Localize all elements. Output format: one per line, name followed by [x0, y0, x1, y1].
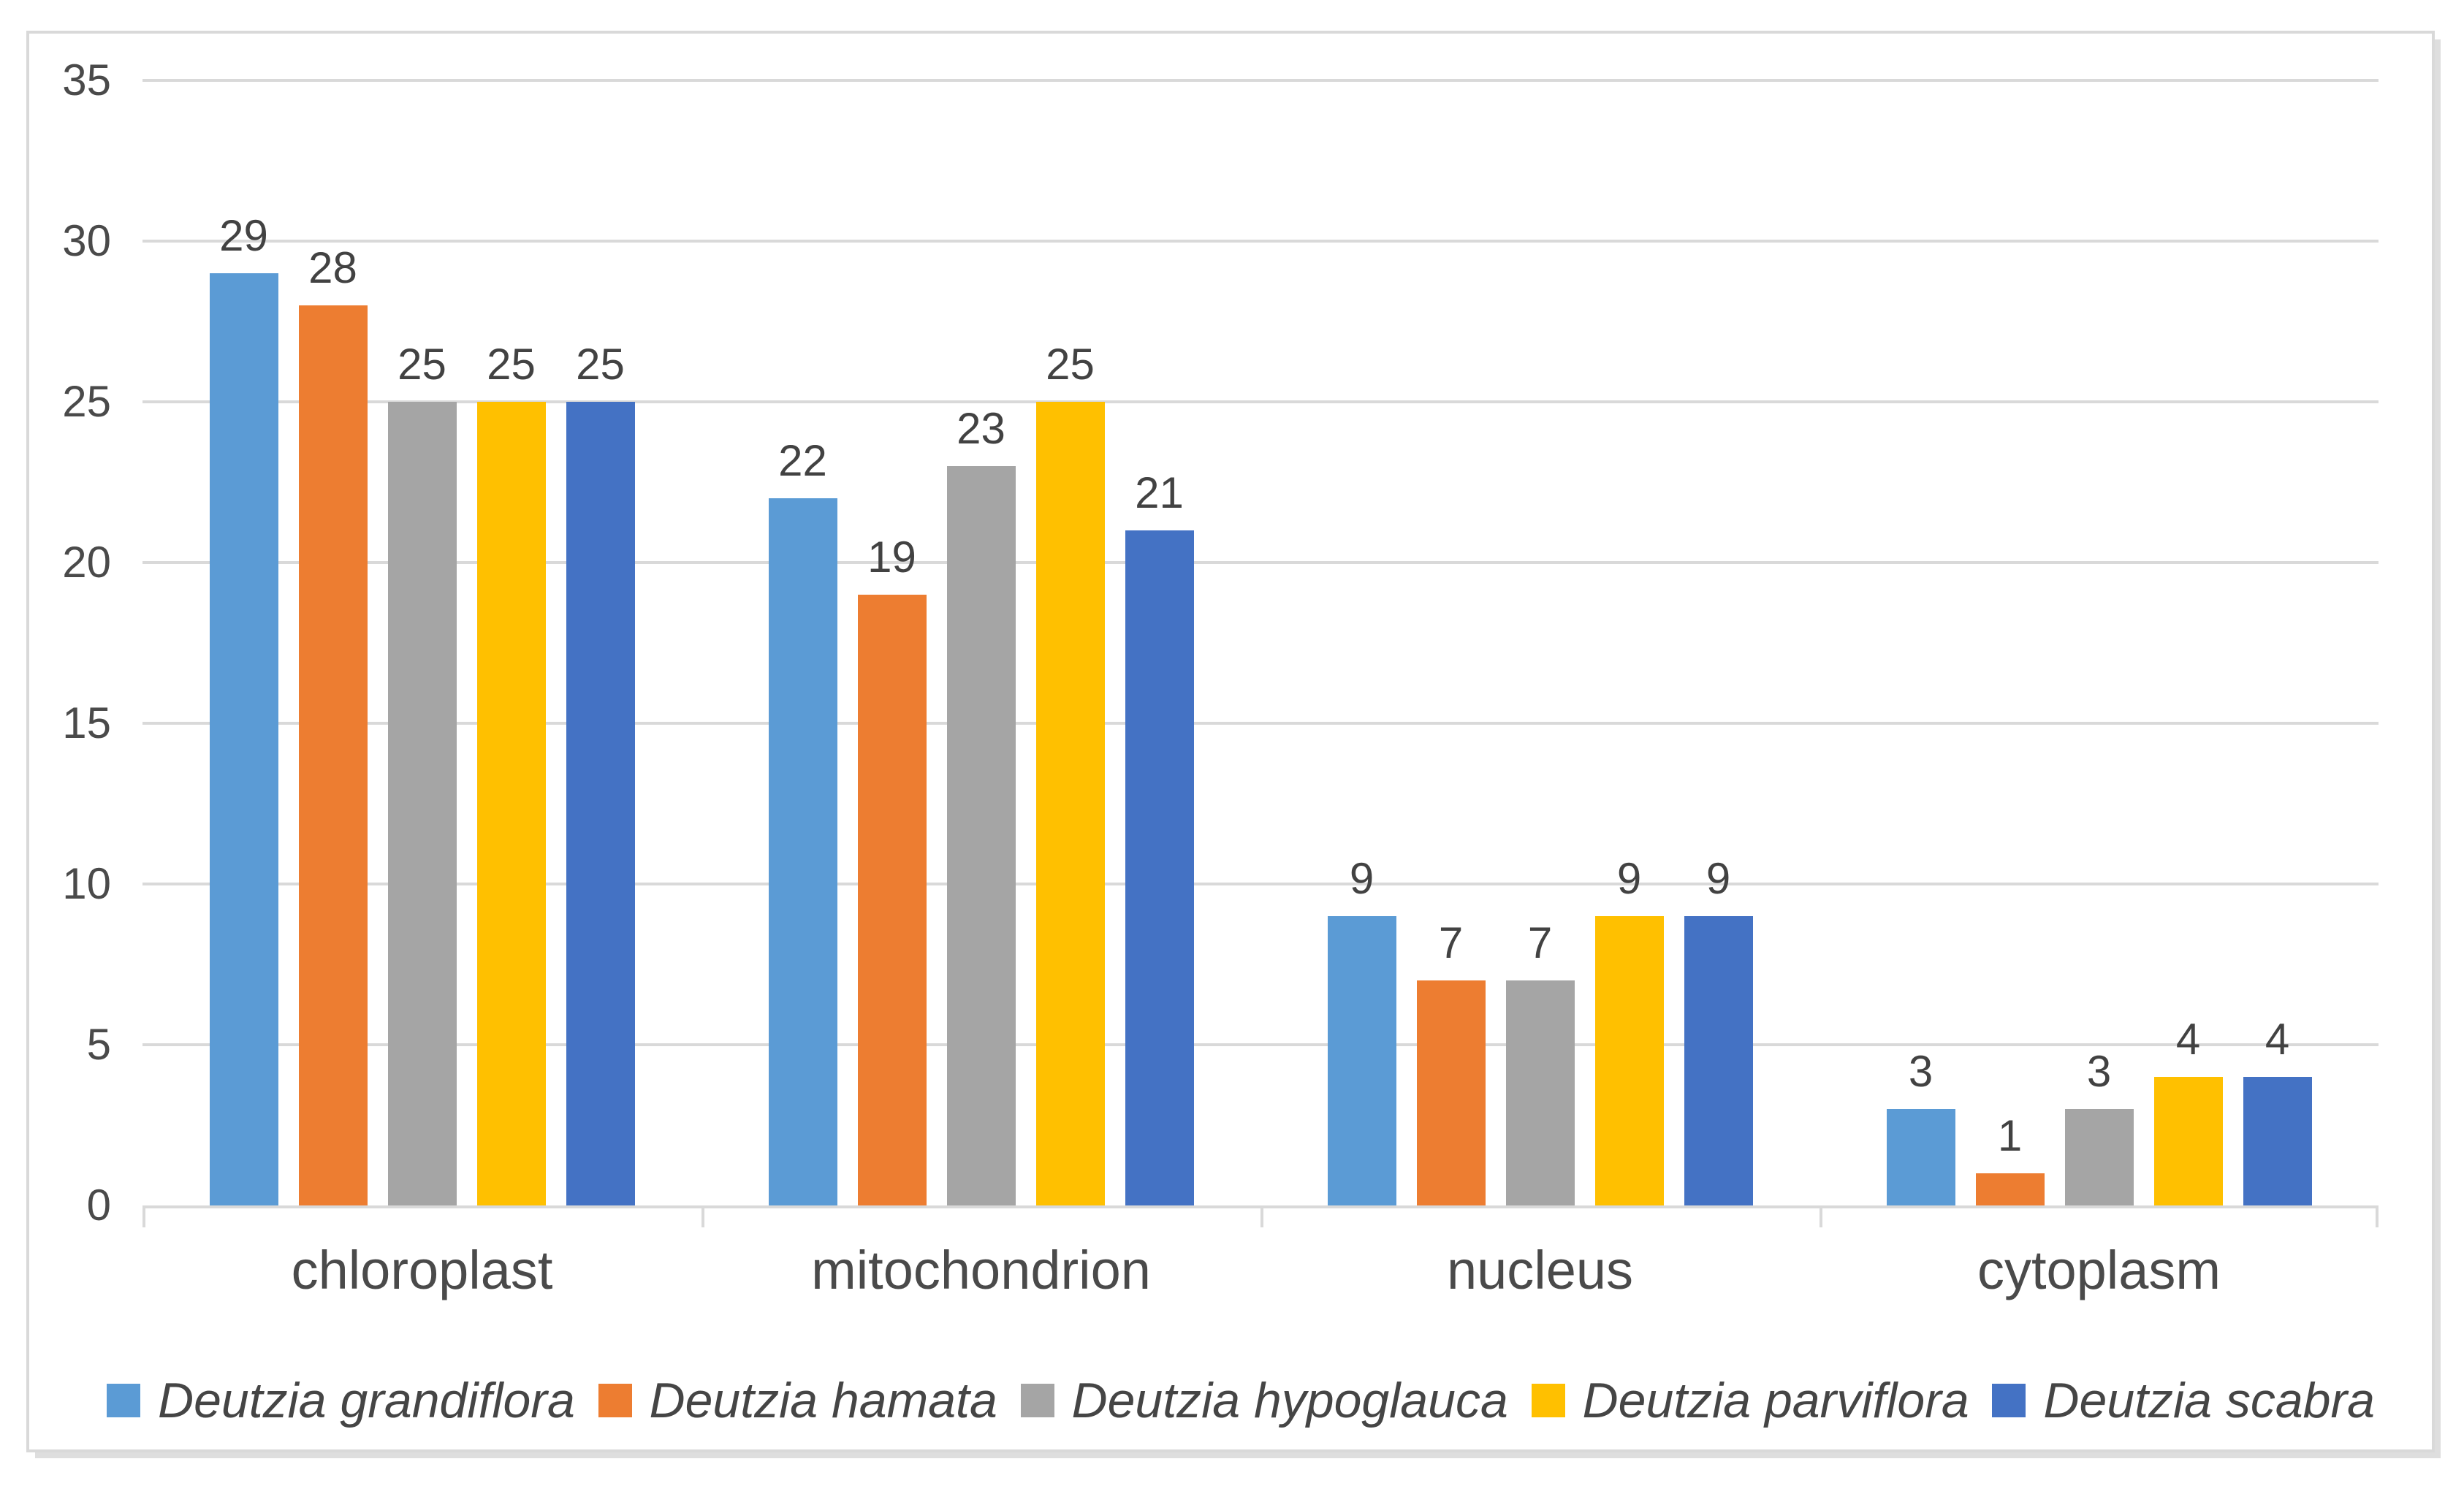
category-tick	[1260, 1205, 1263, 1227]
legend: Deutzia grandiflora Deutzia hamata Deutzia…	[107, 1368, 2375, 1433]
bar-value-label: 9	[1706, 854, 1731, 903]
bar-mitochondrion-series5	[1125, 530, 1194, 1205]
bar-chloroplast-series1	[209, 273, 278, 1205]
bar-nucleus-series3	[1505, 980, 1575, 1205]
bar-cytoplasm-series5	[2243, 1077, 2312, 1205]
legend-item-3: Deutzia hypoglauca	[1020, 1372, 1508, 1429]
bar-cytoplasm-series1	[1886, 1109, 1955, 1205]
bar-value-label: 25	[398, 340, 446, 389]
bar-value-label: 9	[1616, 854, 1642, 903]
bar-nucleus-series4	[1594, 916, 1664, 1205]
bar-chloroplast-series3	[387, 402, 457, 1205]
y-tick-label-30: 30	[62, 216, 111, 265]
bar-value-label: 25	[487, 340, 536, 389]
legend-item-2: Deutzia hamata	[598, 1372, 997, 1429]
bar-mitochondrion-series3	[946, 466, 1016, 1205]
legend-swatch-icon	[1992, 1384, 2026, 1417]
y-tick-label-0: 0	[86, 1181, 111, 1230]
gridline-25	[142, 400, 2379, 403]
category-tick	[1820, 1205, 1822, 1227]
legend-swatch-icon	[107, 1384, 140, 1417]
bar-value-label: 25	[576, 340, 625, 389]
y-tick-label-5: 5	[86, 1020, 111, 1069]
bar-value-label: 19	[867, 533, 916, 582]
chart-frame: 29 28 25 25 25 22 19 23 25 21 9 7 7 9 9 3 1 3 4 4 0 5 10 15 20 2…	[26, 31, 2435, 1452]
bar-chloroplast-series5	[566, 402, 635, 1205]
bar-value-label: 28	[308, 243, 357, 292]
bar-value-label: 1	[1997, 1111, 2023, 1160]
y-tick-label-20: 20	[62, 538, 111, 587]
bar-nucleus-series5	[1684, 916, 1753, 1205]
bar-chloroplast-series2	[298, 305, 368, 1205]
category-tick	[701, 1205, 704, 1227]
bar-nucleus-series1	[1327, 916, 1396, 1205]
plot-area: 29 28 25 25 25 22 19 23 25 21 9 7 7 9 9 3 1 3 4 4	[142, 79, 2379, 1227]
y-tick-label-15: 15	[62, 698, 111, 747]
bar-mitochondrion-series4	[1035, 402, 1105, 1205]
bar-cytoplasm-series2	[1975, 1173, 2045, 1205]
bar-mitochondrion-series1	[768, 498, 837, 1205]
category-label-chloroplast: chloroplast	[291, 1240, 553, 1300]
legend-swatch-icon	[1531, 1384, 1565, 1417]
legend-item-4: Deutzia parviflora	[1531, 1372, 1969, 1429]
gridline-5	[142, 1043, 2379, 1046]
legend-item-1: Deutzia grandiflora	[107, 1372, 575, 1429]
bar-chloroplast-series4	[476, 402, 546, 1205]
gridline-30	[142, 240, 2379, 243]
gridline-10	[142, 883, 2379, 885]
bar-value-label: 23	[957, 404, 1005, 453]
category-label-cytoplasm: cytoplasm	[1977, 1240, 2221, 1300]
legend-swatch-icon	[1020, 1384, 1054, 1417]
legend-item-5: Deutzia scabra	[1992, 1372, 2375, 1429]
category-label-mitochondrion: mitochondrion	[811, 1240, 1151, 1300]
bar-value-label: 7	[1527, 918, 1553, 967]
category-tick	[2376, 1205, 2379, 1227]
bar-value-label: 25	[1046, 340, 1095, 389]
legend-label: Deutzia hypoglauca	[1071, 1373, 1508, 1428]
legend-label: Deutzia hamata	[649, 1373, 997, 1428]
category-tick	[142, 1205, 145, 1227]
bar-value-label: 7	[1438, 918, 1464, 967]
bar-value-label: 4	[2175, 1015, 2201, 1064]
bar-cytoplasm-series4	[2153, 1077, 2223, 1205]
bar-value-label: 21	[1135, 468, 1184, 517]
y-tick-label-35: 35	[62, 56, 111, 104]
bar-value-label: 3	[1908, 1047, 1933, 1096]
bar-value-label: 9	[1349, 854, 1374, 903]
gridline-20	[142, 561, 2379, 564]
bar-nucleus-series2	[1416, 980, 1486, 1205]
y-tick-label-25: 25	[62, 377, 111, 426]
legend-label: Deutzia parviflora	[1582, 1373, 1969, 1428]
bar-value-label: 22	[778, 436, 827, 485]
bar-value-label: 4	[2265, 1015, 2290, 1064]
bar-cytoplasm-series3	[2064, 1109, 2134, 1205]
category-label-nucleus: nucleus	[1446, 1240, 1634, 1300]
gridline-35	[142, 79, 2379, 82]
bar-value-label: 3	[2086, 1047, 2112, 1096]
bar-mitochondrion-series2	[857, 595, 927, 1205]
legend-label: Deutzia scabra	[2043, 1373, 2375, 1428]
bar-value-label: 29	[219, 211, 268, 260]
gridline-15	[142, 722, 2379, 725]
legend-label: Deutzia grandiflora	[158, 1373, 575, 1428]
y-tick-label-10: 10	[62, 859, 111, 908]
legend-swatch-icon	[598, 1384, 632, 1417]
